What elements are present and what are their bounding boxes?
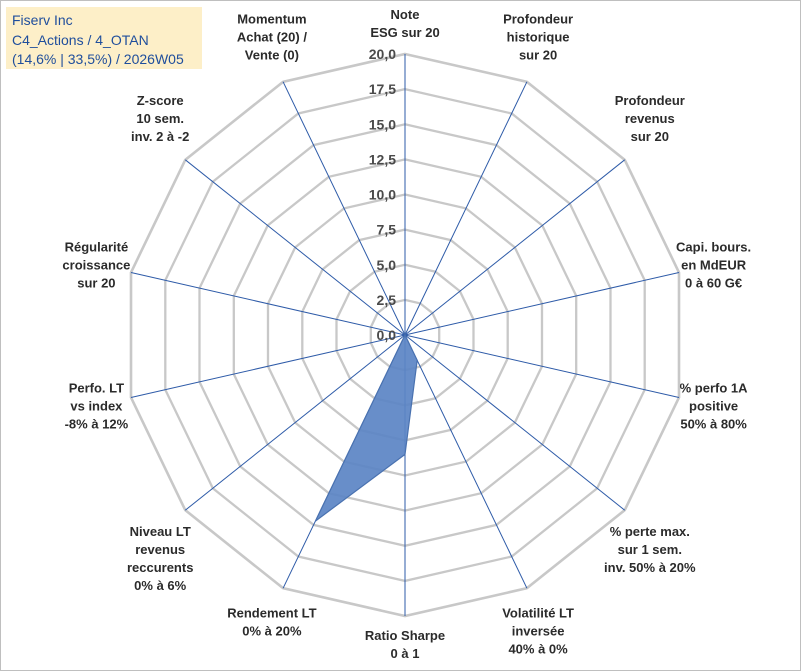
tick-label: 7,5: [377, 222, 397, 238]
axis-label-line: 10 sem.: [136, 111, 184, 126]
category-label: C4_Actions / 4_OTAN: [12, 31, 202, 51]
radar-series: [315, 331, 417, 521]
axis-label-line: Profondeur: [615, 93, 685, 108]
axis-label-line: Perfo. LT: [69, 380, 124, 395]
tick-label: 17,5: [369, 81, 396, 97]
axis-label-8: Rendement LT 0% à 20%: [227, 605, 316, 638]
axis-label-line: 0% à 20%: [242, 623, 302, 638]
axis-label-line: inv. 2 à -2: [131, 129, 189, 144]
series-area-0: [315, 331, 417, 521]
spoke-1: [405, 82, 527, 335]
axis-label-line: sur 1 sem.: [618, 542, 682, 557]
axis-label-4: % perfo 1A positive 50% à 80%: [680, 380, 749, 431]
axis-label-line: Niveau LT: [130, 524, 191, 539]
axis-label-line: vs index: [70, 398, 123, 413]
axis-label-10: Perfo. LT vs index -8% à 12%: [65, 380, 129, 431]
axis-label-1: Profondeur historique sur 20: [503, 12, 573, 63]
axis-label-line: revenus: [625, 111, 675, 126]
axis-label-13: Momentum Achat (20) / Vente (0): [237, 12, 307, 63]
axis-label-line: Ratio Sharpe: [365, 628, 445, 643]
axis-label-line: 50% à 80%: [680, 416, 747, 431]
axis-label-line: positive: [689, 398, 738, 413]
axis-label-line: sur 20: [519, 48, 557, 63]
axis-label-line: -8% à 12%: [65, 416, 129, 431]
axis-label-3: Capi. bours. en MdEUR 0 à 60 G€: [676, 240, 751, 291]
axis-label-line: 0 à 1: [391, 646, 420, 661]
tick-label: 0,0: [377, 327, 397, 343]
axis-label-line: inv. 50% à 20%: [604, 560, 696, 575]
axis-label-5: % perte max. sur 1 sem. inv. 50% à 20%: [604, 524, 696, 575]
axis-label-line: croissance: [62, 258, 130, 273]
axis-label-line: en MdEUR: [681, 258, 747, 273]
axis-label-line: Momentum: [237, 12, 306, 27]
axis-label-line: reccurents: [127, 560, 193, 575]
axis-label-0: Note ESG sur 20: [370, 7, 439, 40]
axis-label-line: % perte max.: [610, 524, 690, 539]
axis-label-12: Z-score 10 sem. inv. 2 à -2: [131, 93, 189, 144]
spoke-6: [405, 335, 527, 588]
axis-label-line: sur 20: [631, 129, 669, 144]
axis-label-line: 0 à 60 G€: [685, 276, 742, 291]
axis-label-2: Profondeur revenus sur 20: [615, 93, 685, 144]
axis-label-line: inversée: [512, 623, 565, 638]
axis-label-line: ESG sur 20: [370, 25, 439, 40]
axis-label-line: Note: [391, 7, 420, 22]
tick-label: 10,0: [369, 187, 396, 203]
axis-label-line: revenus: [135, 542, 185, 557]
tick-label: 15,0: [369, 116, 396, 132]
axis-label-line: Capi. bours.: [676, 240, 751, 255]
axis-label-9: Niveau LT revenus reccurents 0% à 6%: [127, 524, 193, 593]
tick-label: 2,5: [377, 292, 397, 308]
axis-label-7: Ratio Sharpe 0 à 1: [365, 628, 445, 661]
axis-label-line: Achat (20) /: [237, 30, 307, 45]
axis-label-line: 0% à 6%: [134, 578, 186, 593]
axis-label-6: Volatilité LT inversée 40% à 0%: [502, 605, 574, 656]
axis-label-line: historique: [507, 30, 570, 45]
axis-label-line: Volatilité LT: [502, 605, 574, 620]
axis-label-line: sur 20: [77, 276, 115, 291]
axis-label-line: Vente (0): [245, 48, 299, 63]
axis-label-line: 40% à 0%: [508, 641, 568, 656]
tick-label: 5,0: [377, 257, 397, 273]
axis-label-11: Régularité croissance sur 20: [62, 240, 130, 291]
company-name: Fiserv Inc: [12, 11, 202, 31]
axis-label-line: Profondeur: [503, 12, 573, 27]
tick-label: 20,0: [369, 46, 396, 62]
info-box: Fiserv Inc C4_Actions / 4_OTAN (14,6% | …: [6, 7, 202, 69]
radar-ticks: 0,0 2,5 5,0 7,5 10,0 12,5 15,0 17,5 20,0: [369, 46, 396, 343]
stats-label: (14,6% | 33,5%) / 2026W05: [12, 50, 202, 70]
axis-label-line: Rendement LT: [227, 605, 316, 620]
axis-label-line: % perfo 1A: [680, 380, 749, 395]
tick-label: 12,5: [369, 151, 396, 167]
axis-label-line: Z-score: [137, 93, 184, 108]
axis-label-line: Régularité: [65, 240, 129, 255]
